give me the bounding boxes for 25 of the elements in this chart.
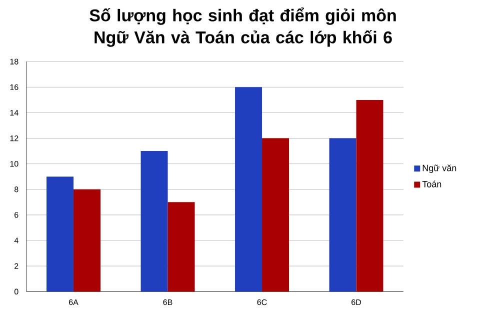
y-tick-label: 8 [14, 186, 18, 192]
y-tick-label: 6 [14, 212, 18, 218]
x-tick-label: 6A [69, 299, 78, 306]
bar [262, 138, 290, 292]
y-tick-label: 10 [10, 160, 18, 167]
y-tick-label: 2 [14, 263, 18, 269]
bar [329, 138, 356, 292]
x-tick-label: 6B [163, 299, 172, 306]
y-tick-label: 0 [14, 288, 18, 294]
bar [46, 176, 74, 292]
x-tick-label: 6D [352, 299, 361, 306]
y-tick-label: 12 [10, 135, 18, 142]
y-tick-label: 14 [10, 110, 18, 116]
bar [74, 189, 101, 292]
bar [356, 100, 384, 292]
bar [235, 87, 262, 292]
y-tick-label: 18 [10, 58, 18, 64]
legend-label: Toán [422, 180, 442, 188]
y-tick-label: 4 [14, 238, 18, 244]
bar [168, 202, 195, 292]
chart-title: Số lượng học sinh đạt điểm giỏi môn Ngữ Văn và Toán của các lớp khối 6 [90, 8, 396, 47]
y-tick-label: 16 [10, 84, 18, 90]
bar [140, 151, 168, 292]
legend-label: Ngữ văn [422, 164, 456, 173]
x-tick-label: 6C [257, 299, 267, 306]
